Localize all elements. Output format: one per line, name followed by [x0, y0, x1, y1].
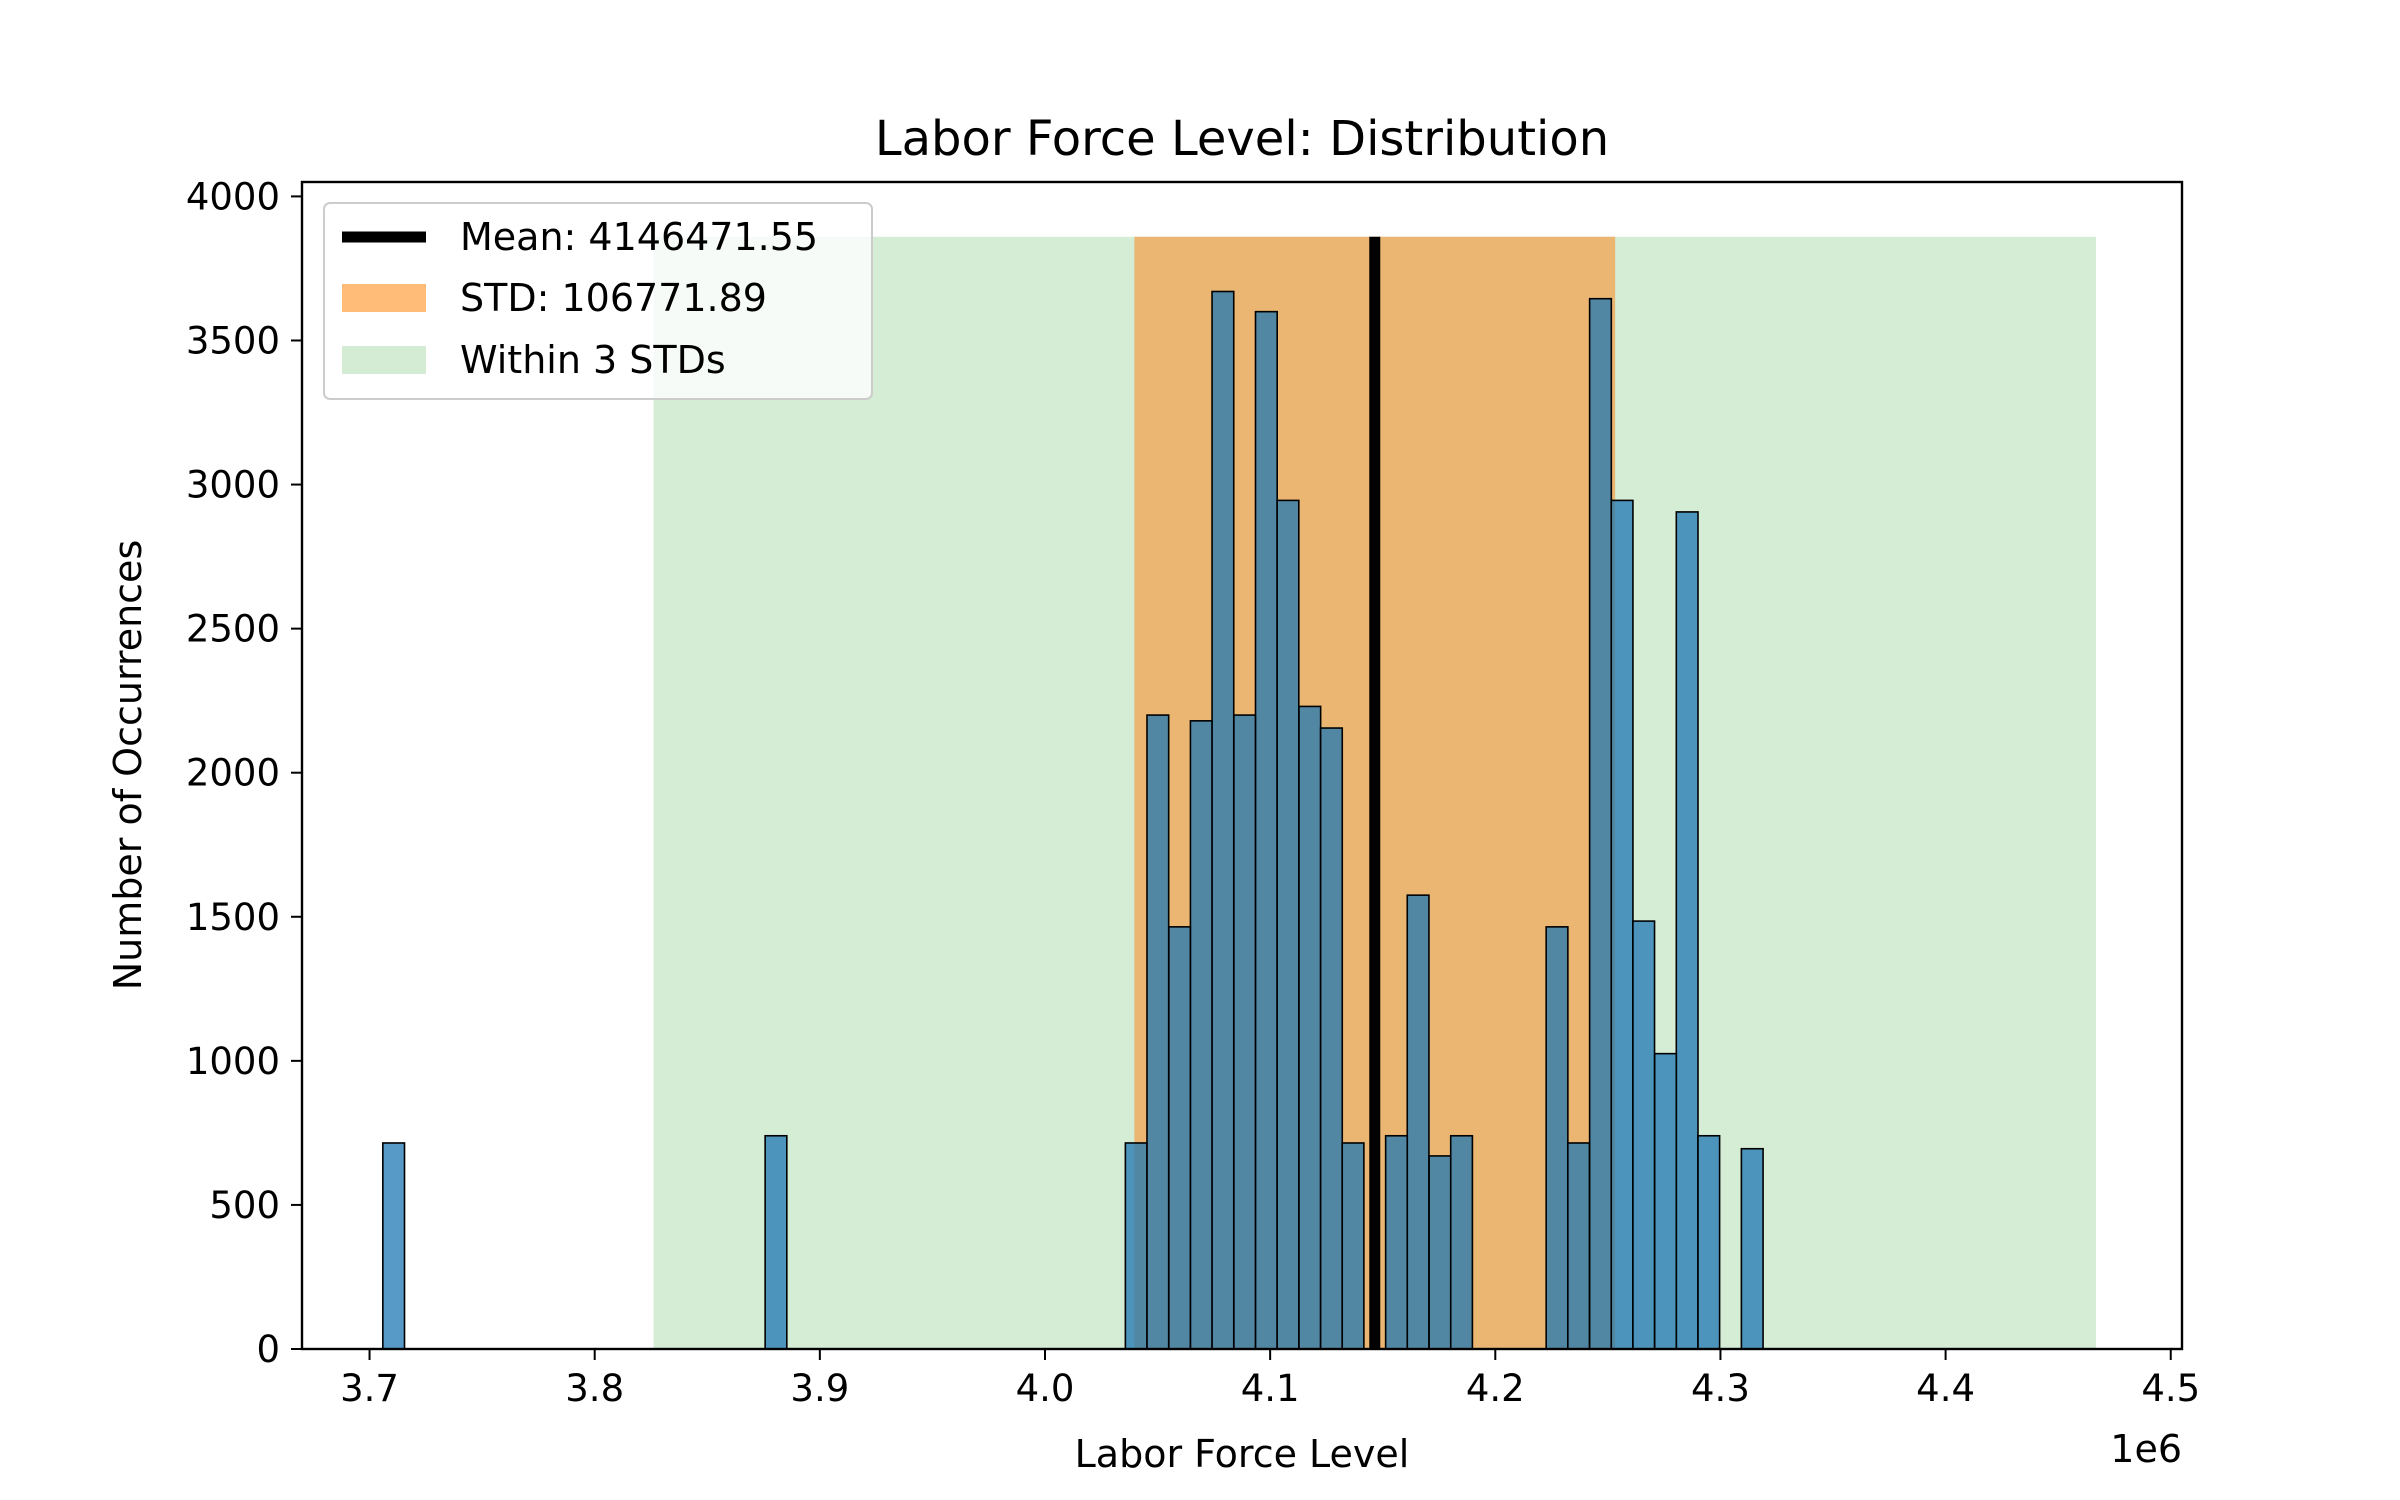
histogram-bar — [1254, 310, 1278, 1350]
legend-label: Within 3 STDs — [460, 338, 726, 382]
x-tick-label: 4.0 — [1016, 1367, 1075, 1410]
x-tick-label: 4.2 — [1466, 1367, 1525, 1410]
histogram-bar — [1341, 1142, 1365, 1350]
histogram-bar — [1697, 1134, 1721, 1350]
histogram-bar — [764, 1134, 788, 1350]
y-tick-label: 2500 — [186, 608, 280, 651]
histogram-bar — [1319, 727, 1344, 1350]
x-tick-label: 3.9 — [790, 1367, 849, 1410]
histogram-bar — [1588, 297, 1613, 1350]
histogram-bar — [1211, 290, 1235, 1350]
y-tick-label: 3000 — [186, 464, 280, 507]
histogram-bar — [1632, 920, 1656, 1350]
legend: Mean: 4146471.55 STD: 106771.89 Within 3 S… — [323, 202, 873, 400]
y-tick-label: 3500 — [186, 319, 280, 362]
x-axis-ticks: 3.7 3.8 3.9 4.0 4.1 4.2 4.3 4.4 4.5 — [340, 1349, 2200, 1410]
legend-swatch-three-std — [342, 346, 426, 374]
chart-title: Labor Force Level: Distribution — [875, 111, 1609, 167]
histogram-bar — [1610, 499, 1634, 1350]
legend-swatch-std — [342, 284, 426, 312]
histogram-bar — [1384, 1134, 1409, 1350]
histogram-bar — [1298, 705, 1322, 1350]
histogram-bar — [1146, 714, 1170, 1350]
histogram-bar — [1124, 1142, 1148, 1350]
y-tick-label: 500 — [209, 1184, 280, 1227]
histogram-bar — [382, 1142, 406, 1350]
histogram-bar — [1233, 714, 1257, 1350]
x-tick-label: 4.1 — [1241, 1367, 1300, 1410]
y-tick-label: 0 — [256, 1328, 280, 1371]
histogram-bar — [1449, 1134, 1474, 1350]
y-tick-label: 1000 — [186, 1040, 280, 1083]
y-axis-ticks: 0 500 1000 1500 2000 2500 3000 3500 4000 — [186, 175, 302, 1371]
histogram-bar — [1675, 511, 1699, 1350]
x-tick-label: 3.7 — [340, 1367, 399, 1410]
histogram-bar — [1566, 1142, 1591, 1350]
histogram-bar — [1740, 1147, 1764, 1350]
y-tick-label: 4000 — [186, 175, 280, 218]
y-tick-label: 1500 — [186, 896, 280, 939]
x-tick-label: 4.4 — [1916, 1367, 1975, 1410]
x-axis-label: Labor Force Level — [1075, 1432, 1410, 1476]
histogram-bar — [1406, 894, 1430, 1350]
y-axis-label: Number of Occurrences — [106, 540, 150, 991]
legend-label: Mean: 4146471.55 — [460, 215, 818, 259]
histogram-bar — [1168, 926, 1192, 1350]
histogram-bar — [1545, 926, 1569, 1350]
histogram-bar — [1189, 720, 1213, 1350]
bar-layer — [382, 290, 1764, 1350]
legend-box — [323, 202, 873, 400]
x-tick-label: 3.8 — [565, 1367, 624, 1410]
histogram-bar — [1428, 1155, 1452, 1350]
histogram-bar — [1276, 499, 1300, 1350]
y-tick-label: 2000 — [186, 752, 280, 795]
x-axis-offset-label: 1e6 — [2110, 1427, 2182, 1471]
histogram-bar — [1653, 1052, 1678, 1350]
x-tick-label: 4.5 — [2141, 1367, 2200, 1410]
legend-label: STD: 106771.89 — [460, 276, 767, 320]
plot-frame — [300, 180, 2184, 1351]
x-tick-label: 4.3 — [1691, 1367, 1750, 1410]
